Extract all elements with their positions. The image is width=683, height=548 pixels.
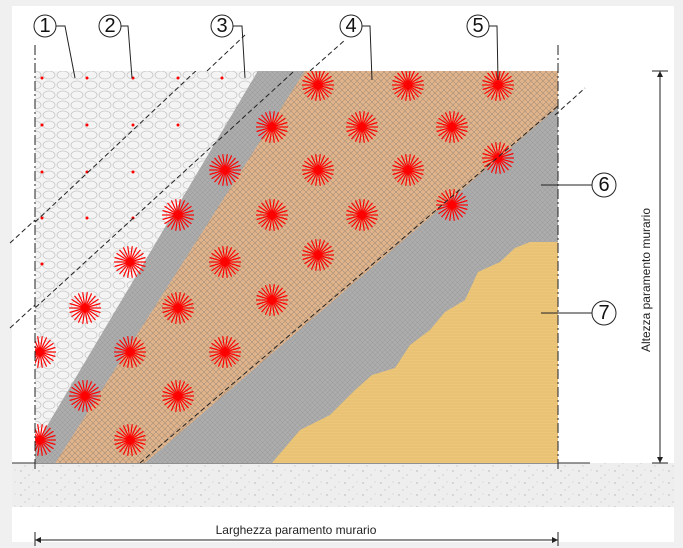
connector-burst	[256, 284, 288, 316]
dashed-line-c-ext	[554, 87, 586, 116]
callout-7-label: 7	[598, 302, 609, 324]
connector-burst	[209, 154, 241, 186]
callout-leaders	[56, 25, 592, 314]
connector-burst	[114, 246, 146, 278]
connector-burst	[346, 199, 378, 231]
connector-burst	[209, 246, 241, 278]
callout-3: 3	[210, 14, 234, 38]
red-dot-grid	[40, 76, 224, 266]
callout-6-label: 6	[598, 174, 609, 196]
connector-burst	[436, 111, 468, 143]
plaster-layer-7	[272, 242, 558, 463]
connector-burst	[392, 71, 424, 101]
connector-burst	[162, 292, 194, 324]
connector-burst	[256, 199, 288, 231]
connector-burst	[482, 71, 514, 101]
connector-burst	[114, 336, 146, 368]
height-dimension-label: Altezza paramento murario	[639, 208, 653, 352]
callout-4: 4	[339, 14, 363, 38]
connector-bursts	[35, 71, 514, 456]
callout-5-label: 5	[472, 15, 483, 37]
connector-burst	[69, 380, 101, 412]
dashed-line-c	[139, 105, 558, 463]
connector-burst	[436, 189, 468, 221]
connector-burst	[162, 199, 194, 231]
width-dimension: Larghezza paramento murario	[34, 523, 559, 546]
connector-burst	[35, 336, 56, 368]
connector-burst	[209, 336, 241, 368]
dashed-line-b	[35, 71, 295, 309]
dashed-line-a-ext	[9, 219, 36, 244]
connector-burst	[69, 292, 101, 324]
callout-2-label: 2	[104, 15, 115, 37]
callout-1: 1	[33, 14, 57, 38]
connector-burst	[346, 111, 378, 143]
connector-burst	[392, 154, 424, 186]
connector-burst	[114, 424, 146, 456]
connector-burst	[302, 239, 334, 271]
connector-burst	[302, 71, 334, 101]
height-dimension: Altezza paramento murario	[639, 70, 668, 464]
callout-5: 5	[466, 14, 490, 38]
callout-7: 7	[591, 300, 617, 326]
callout-4-label: 4	[345, 15, 356, 37]
callout-3-label: 3	[216, 15, 227, 37]
callout-2: 2	[98, 14, 122, 38]
connector-burst	[256, 111, 288, 143]
dashed-line-a-top	[206, 34, 246, 72]
dashed-line-b-top	[309, 39, 346, 72]
dashed-line-b-ext	[9, 304, 36, 329]
callout-6: 6	[591, 172, 617, 198]
callout-1-label: 1	[39, 15, 50, 37]
connector-burst	[35, 424, 56, 456]
connector-burst	[162, 380, 194, 412]
ground-layer	[12, 463, 674, 507]
width-dimension-label: Larghezza paramento murario	[216, 523, 377, 537]
connector-burst	[302, 154, 334, 186]
dashed-line-a	[35, 71, 197, 223]
